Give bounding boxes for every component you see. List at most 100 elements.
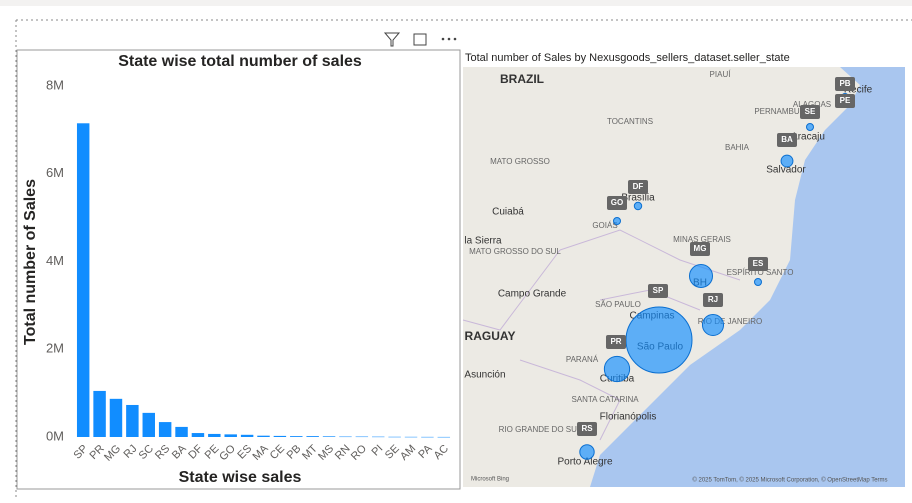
bar [126,404,139,437]
more-icon[interactable] [447,37,451,41]
more-icon[interactable] [441,37,445,41]
bar [158,422,172,437]
y-axis-title: Total number of Sales [22,179,39,345]
map-place-label: RAGUAY [465,329,516,343]
bar [240,434,254,437]
state-tag-bg [577,422,597,436]
state-tag-bg [703,293,723,307]
map-place-label: Florianópolis [600,412,657,423]
map-place-label: MINAS GERAIS [673,235,731,244]
state-tag: PE [840,96,851,105]
map-place-label: RIO GRANDE DO SUL [499,425,582,434]
state-tag-bg [628,180,648,194]
bar-visual-frame[interactable] [16,49,461,490]
map-place-label: Cuiabá [492,207,524,218]
bar [191,433,205,437]
map-place-label: Campo Grande [498,289,567,300]
state-tag: BA [781,135,793,144]
x-axis-title: State wise sales [179,469,302,486]
map-bubble [579,444,595,460]
map-place-label: Recife [844,85,873,96]
bar [437,436,451,438]
map-bubble [613,217,621,225]
chart-title: State wise total number of sales [118,53,362,70]
map-borders [462,229,741,441]
map-bubble [633,201,643,211]
filter-icon[interactable] [383,32,401,47]
map-visual[interactable]: Total number of Sales by Nexusgoods_sell… [462,52,905,487]
y-tick-label: 6M [46,165,64,180]
map-place-label: PERNAMBUCO [754,107,811,116]
map-place-label: Asunción [464,370,505,381]
y-tick-label: 8M [46,77,64,92]
map-place-label: GOIÁS [592,221,617,230]
bar [404,436,418,438]
bar [175,426,188,437]
map-title: Total number of Sales by Nexusgoods_sell… [465,52,790,64]
map-place-label: Salvador [766,165,806,176]
visual-header-icons[interactable] [383,32,457,47]
map-place-label: SÃO PAULO [595,300,641,309]
y-tick-label: 2M [46,341,64,356]
map-place-label: ALAGOAS [793,100,831,109]
map-place-label: PARANÁ [566,355,599,364]
state-tag: SP [653,286,664,295]
bar [93,390,106,437]
bar [421,436,434,438]
focus-icon[interactable] [413,33,427,46]
state-tag: PB [839,79,850,88]
map-bubble [625,306,693,374]
state-tag: PR [610,337,621,346]
map-bubble [780,154,794,168]
map-place-label: RIO DE JANEIRO [698,317,762,326]
map-ocean [590,67,905,487]
map-place-label: Porto Alegre [557,457,612,468]
state-tag-bg [606,335,626,349]
state-tag-bg [835,94,855,108]
map-bubble [754,278,762,286]
map-place-label: MATO GROSSO DO SUL [469,247,561,256]
map-place-label: Microsoft Bing [471,477,509,483]
state-tag-bg [777,133,797,147]
state-tag: RS [581,424,593,433]
bar [339,436,352,438]
bar [76,123,90,437]
bar [208,433,221,437]
table-header-strip [0,0,912,6]
map-bubble [688,263,714,289]
map-place-label: TOCANTINS [607,117,653,126]
bar [142,412,155,437]
bar-chart: State wise total number of sales State w… [22,53,362,486]
state-tag: ES [753,259,764,268]
state-tag: GO [611,198,623,207]
state-tag-bg [835,77,855,91]
bar [290,436,303,437]
map-place-label: MATO GROSSO [490,157,550,166]
map-place-label: Aracaju [791,132,825,143]
map-place-label: Brasília [621,193,655,204]
state-tag-bg [607,196,627,210]
map-bubble [603,355,631,383]
map-place-label: SANTA CATARINA [571,395,639,404]
bar [273,435,287,437]
state-tag-bg [648,284,668,298]
map-place-label: © 2025 TomTom, © 2025 Microsoft Corporat… [692,477,887,484]
state-tag: MG [694,244,707,253]
state-tag-bg [690,242,710,256]
more-icon[interactable] [453,37,457,41]
map-place-label: la Sierra [464,236,502,247]
bar [388,436,401,438]
map-place-label: PIAUÍ [710,70,732,79]
bar [355,436,369,438]
state-tag-bg [748,257,768,271]
bar [322,436,336,437]
bar [109,398,123,437]
map-bubble [806,123,814,131]
bar [306,436,319,437]
bar [372,436,385,438]
y-tick-label: 4M [46,253,64,268]
state-tag: RJ [708,295,718,304]
state-tag: SE [805,107,816,116]
map-place-label: BAHIA [725,143,750,152]
